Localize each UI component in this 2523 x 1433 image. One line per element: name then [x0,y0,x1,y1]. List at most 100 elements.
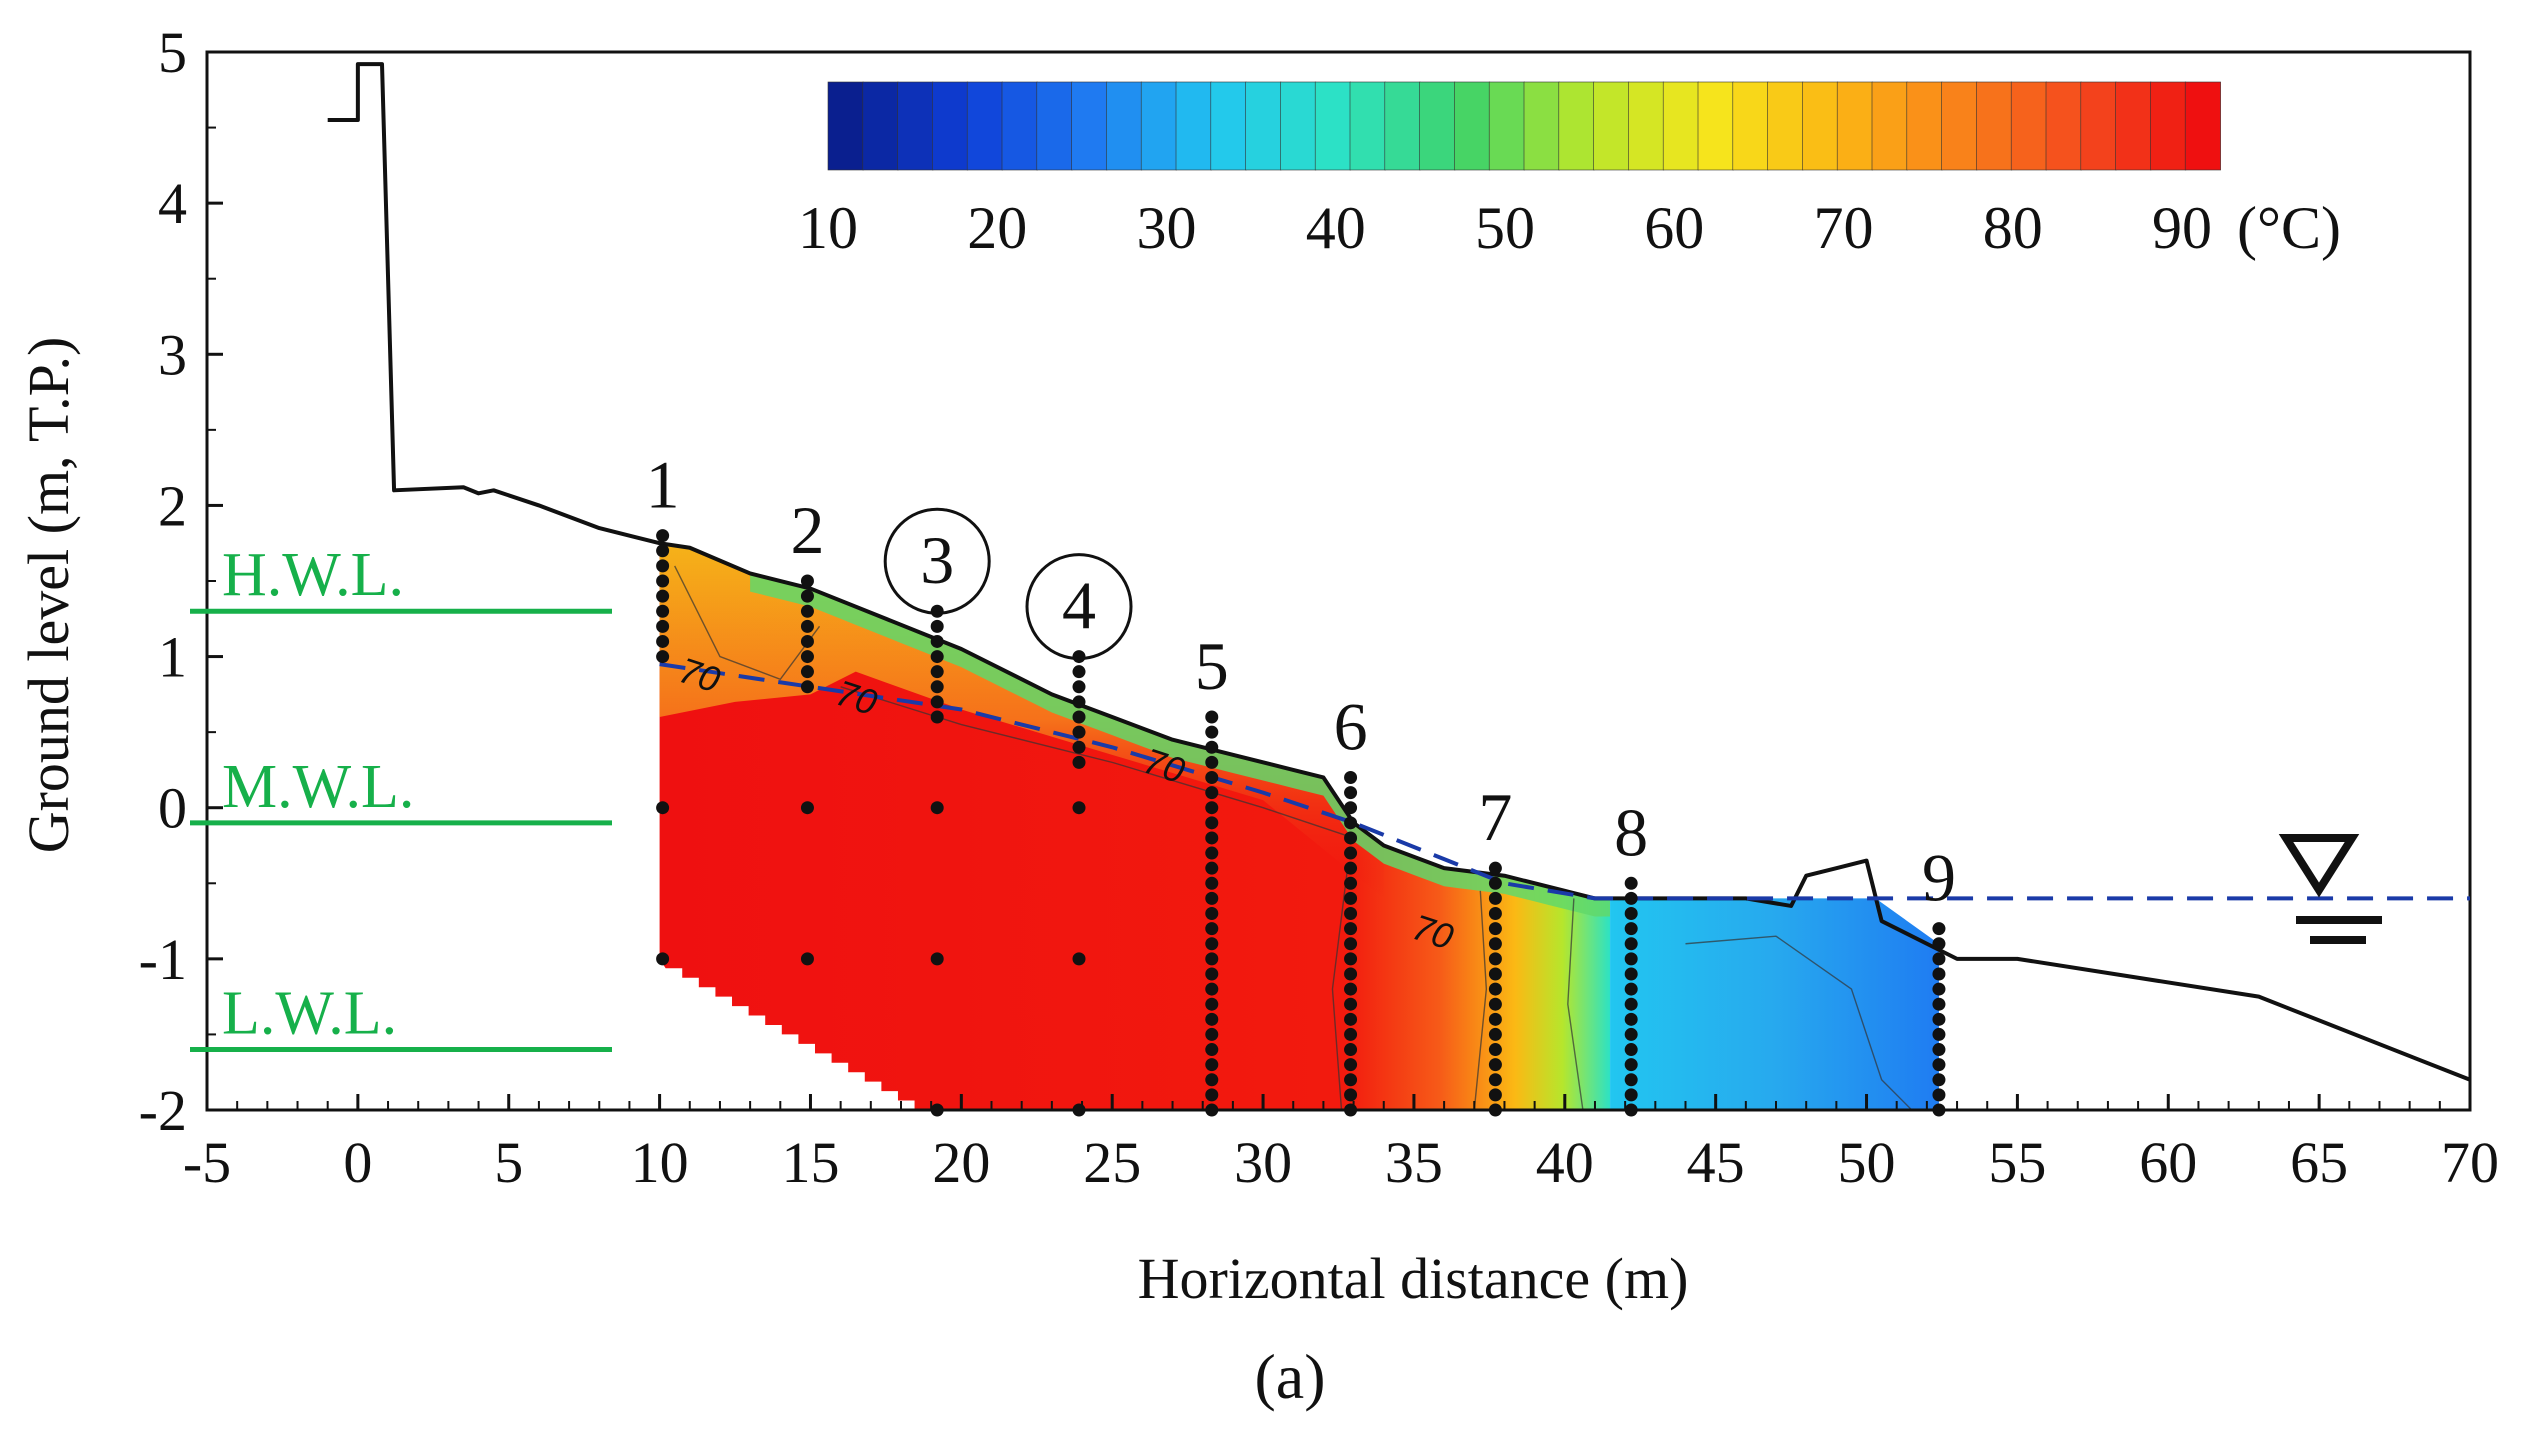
x-tick-label: 70 [2441,1130,2499,1195]
colorbar-swatch [1140,81,1177,171]
sensor-point [1932,1027,1946,1041]
sensor-point [1344,982,1358,996]
colorbar-swatch [1732,81,1769,171]
colorbar-tick-label: 10 [798,195,858,261]
x-tick-label: 10 [631,1130,689,1195]
colorbar-tick-label: 50 [1475,195,1535,261]
sensor-point [1488,967,1502,981]
sensor-point [1624,937,1638,951]
sensor-point [930,634,944,648]
borehole-label: 9 [1922,840,1956,916]
contour-line [1473,890,1488,1111]
sensor-point [1488,876,1502,890]
sensor-point [1072,755,1086,769]
x-tick-label: 50 [1838,1130,1896,1195]
sensor-point [1624,1073,1638,1087]
sensor-point [800,650,814,664]
sensor-point [656,589,670,603]
colorbar-swatch [1523,81,1560,171]
borehole-label: 1 [646,447,680,523]
sensor-point [1205,876,1219,890]
sensor-point [1932,1058,1946,1072]
y-tick-label: 2 [158,473,187,538]
panel-label: (a) [1254,1341,1325,1412]
cool-skin [750,573,1611,917]
colorbar-swatch [1871,81,1908,171]
colorbar-swatch [1245,81,1282,171]
sensor-point [1205,967,1219,981]
sensor-point [1205,725,1219,739]
sensor-point [1488,1088,1502,1102]
colorbar-swatch [1106,81,1143,171]
sensor-point [1488,982,1502,996]
borehole: 7 [1478,779,1512,1117]
x-axis-title: Horizontal distance (m) [1138,1246,1689,1311]
warm-band [659,543,1384,899]
contour-line [1685,935,1913,1111]
sensor-point [1344,770,1358,784]
sensor-point [1205,1088,1219,1102]
sensor-point [1344,801,1358,815]
sensor-point [1205,801,1219,815]
sensor-point [1072,725,1086,739]
boreholes: 1 2 3 4 5 6 7 8 9 [646,447,1956,1117]
colorbar-swatch [1767,81,1804,171]
colorbar-swatch [2184,81,2221,171]
y-tick-label: 0 [158,776,187,841]
colorbar-swatch [1697,81,1734,171]
water-level-label: L.W.L. [222,980,397,1048]
sensor-point [1072,665,1086,679]
sensor-point [1344,1043,1358,1057]
sensor-point [1072,952,1086,966]
x-axis: -5 0 5 10 15 20 25 30 35 40 45 50 55 60 65 70 [183,1094,2499,1195]
colorbar: 10 20 30 40 50 60 70 80 90 [798,81,2221,261]
sensor-point [1205,740,1219,754]
sensor-point [1344,922,1358,936]
sensor-point [1344,876,1358,890]
colorbar-swatch [827,81,864,171]
sensor-point [1932,1043,1946,1057]
sensor-point [656,604,670,618]
x-tick-label: 20 [932,1130,990,1195]
colorbar-swatch [2010,81,2047,171]
sensor-point [1624,876,1638,890]
borehole: 6 [1334,688,1368,1117]
x-tick-label: 60 [2139,1130,2197,1195]
sensor-point [1488,937,1502,951]
y-tick-label: 4 [158,171,187,236]
sensor-point [1932,937,1946,951]
sensor-point [800,634,814,648]
x-tick-label: -5 [183,1130,231,1195]
sensor-point [1205,846,1219,860]
sensor-point [1932,982,1946,996]
sensor-point [1624,922,1638,936]
colorbar-tick-label: 70 [1814,195,1874,261]
x-tick-label: 45 [1687,1130,1745,1195]
water-levels: H.W.L. M.W.L. L.W.L. [190,541,612,1053]
x-tick-label: 65 [2290,1130,2348,1195]
sensor-point [1344,1088,1358,1102]
x-tick-label: 40 [1536,1130,1594,1195]
colorbar-swatch [1036,81,1073,171]
ground-profile-line [327,62,2471,1082]
sensor-point [1344,1027,1358,1041]
sensor-point [1488,922,1502,936]
sensor-point [930,801,944,815]
colorbar-swatch [1976,81,2013,171]
sensor-point [656,634,670,648]
sensor-point [1205,786,1219,800]
sensor-point [1624,891,1638,905]
sensor-point [1624,1012,1638,1026]
colorbar-swatch [1906,81,1943,171]
sensor-point [1488,1058,1502,1072]
water-table-line [659,662,2470,901]
water-surface-icon [2278,834,2382,944]
sensor-point [1344,1103,1358,1117]
sensor-point [1205,861,1219,875]
sensor-point [800,574,814,588]
sensor-point [1344,1012,1358,1026]
sensor-point [800,801,814,815]
borehole: 9 [1922,840,1956,1117]
colorbar-swatch [1001,81,1038,171]
